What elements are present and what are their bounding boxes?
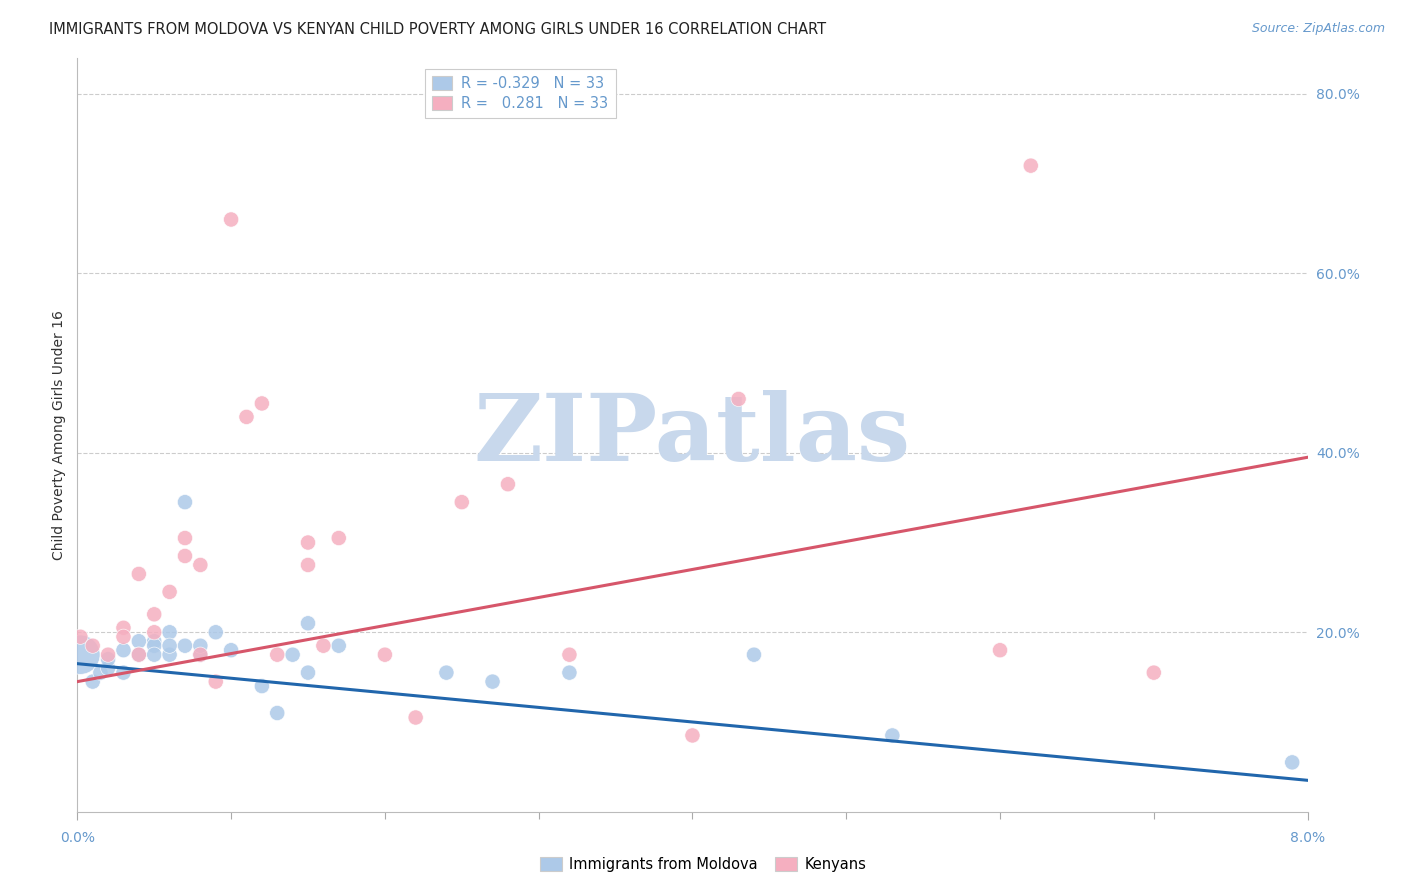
Point bbox=[297, 535, 319, 549]
Point bbox=[128, 648, 150, 662]
Point bbox=[1281, 756, 1303, 770]
Point bbox=[727, 392, 749, 406]
Point bbox=[159, 585, 181, 599]
Point bbox=[128, 648, 150, 662]
Point bbox=[250, 396, 273, 410]
Point bbox=[481, 674, 503, 689]
Point bbox=[174, 639, 197, 653]
Point bbox=[188, 648, 212, 662]
Point bbox=[97, 661, 120, 675]
Point bbox=[266, 706, 288, 720]
Point bbox=[204, 674, 226, 689]
Point bbox=[235, 409, 257, 424]
Point bbox=[742, 648, 765, 662]
Point bbox=[682, 728, 704, 742]
Point bbox=[988, 643, 1011, 657]
Legend: Immigrants from Moldova, Kenyans: Immigrants from Moldova, Kenyans bbox=[534, 851, 872, 878]
Text: ZIPatlas: ZIPatlas bbox=[474, 390, 911, 480]
Point bbox=[89, 665, 111, 680]
Point bbox=[143, 639, 166, 653]
Point bbox=[436, 665, 458, 680]
Point bbox=[112, 665, 135, 680]
Point bbox=[188, 648, 212, 662]
Point bbox=[188, 639, 212, 653]
Point bbox=[159, 625, 181, 640]
Point bbox=[204, 625, 226, 640]
Point bbox=[496, 477, 519, 491]
Text: IMMIGRANTS FROM MOLDOVA VS KENYAN CHILD POVERTY AMONG GIRLS UNDER 16 CORRELATION: IMMIGRANTS FROM MOLDOVA VS KENYAN CHILD … bbox=[49, 22, 827, 37]
Point bbox=[405, 710, 427, 724]
Point bbox=[112, 630, 135, 644]
Point bbox=[143, 648, 166, 662]
Point bbox=[297, 665, 319, 680]
Point bbox=[112, 621, 135, 635]
Point bbox=[297, 558, 319, 572]
Point bbox=[328, 639, 350, 653]
Point bbox=[1019, 159, 1042, 173]
Point bbox=[281, 648, 304, 662]
Point bbox=[882, 728, 904, 742]
Point bbox=[112, 643, 135, 657]
Point bbox=[128, 634, 150, 648]
Point bbox=[69, 648, 91, 662]
Point bbox=[219, 643, 242, 657]
Point bbox=[1143, 665, 1166, 680]
Point bbox=[128, 566, 150, 581]
Point bbox=[143, 607, 166, 622]
Point bbox=[250, 679, 273, 693]
Point bbox=[450, 495, 472, 509]
Point bbox=[558, 648, 581, 662]
Point bbox=[297, 616, 319, 631]
Point bbox=[159, 648, 181, 662]
Text: Source: ZipAtlas.com: Source: ZipAtlas.com bbox=[1251, 22, 1385, 36]
Point bbox=[159, 639, 181, 653]
Y-axis label: Child Poverty Among Girls Under 16: Child Poverty Among Girls Under 16 bbox=[52, 310, 66, 560]
Point bbox=[82, 639, 104, 653]
Point bbox=[374, 648, 396, 662]
Point bbox=[188, 558, 212, 572]
Point bbox=[97, 652, 120, 666]
Point bbox=[328, 531, 350, 545]
Point bbox=[82, 674, 104, 689]
Point bbox=[174, 495, 197, 509]
Point bbox=[97, 648, 120, 662]
Point bbox=[69, 630, 91, 644]
Point bbox=[312, 639, 335, 653]
Point bbox=[219, 212, 242, 227]
Point bbox=[143, 625, 166, 640]
Legend: R = -0.329   N = 33, R =   0.281   N = 33: R = -0.329 N = 33, R = 0.281 N = 33 bbox=[425, 69, 616, 118]
Point bbox=[143, 634, 166, 648]
Point bbox=[266, 648, 288, 662]
Point bbox=[558, 665, 581, 680]
Point bbox=[174, 549, 197, 563]
Point bbox=[174, 531, 197, 545]
